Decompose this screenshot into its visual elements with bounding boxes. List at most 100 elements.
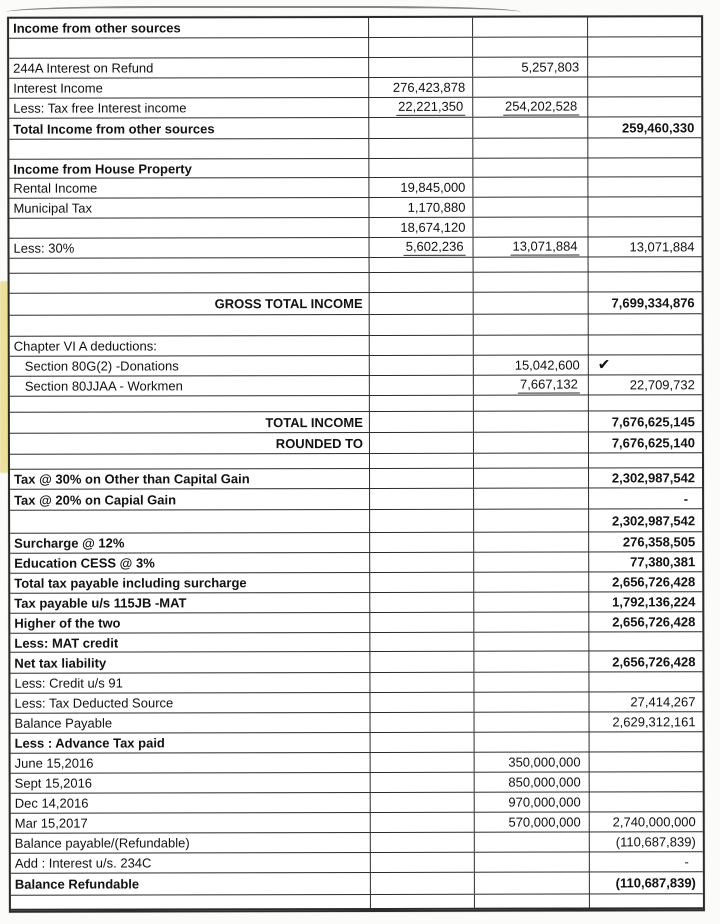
amount-cell — [368, 335, 473, 355]
amount-cell: 5,257,803 — [472, 57, 588, 77]
amount-cell — [368, 375, 473, 395]
amount-cell: 850,000,000 — [473, 772, 589, 792]
amount-cell — [587, 57, 702, 77]
amount-cell — [587, 395, 702, 411]
amount-value: 276,358,505 — [622, 534, 696, 550]
amount-cell: 276,358,505 — [588, 532, 703, 552]
table-row — [10, 894, 703, 911]
amount-cell: - — [588, 488, 703, 509]
amount-cell: 970,000,000 — [473, 792, 589, 812]
table-row: Less: Tax free Interest income 22,221,350… — [9, 97, 702, 119]
amount-cell — [369, 592, 474, 612]
row-label-cell: Less: Tax Deducted Source — [10, 693, 369, 713]
row-label: Tax payable u/s 115JB -MAT — [14, 595, 187, 611]
table-row — [9, 395, 702, 413]
row-label: Total tax payable including surcharge — [14, 575, 247, 591]
amount-cell: 254,202,528 — [472, 97, 588, 117]
amount-cell — [472, 177, 588, 197]
amount-cell: 7,667,132 — [472, 375, 588, 395]
amount-value: 5,257,803 — [521, 59, 580, 75]
amount-cell — [587, 158, 702, 177]
amount-value: 5,602,236 — [403, 238, 466, 256]
amount-value: (110,687,839) — [615, 834, 696, 850]
table-row — [9, 453, 703, 470]
amount-cell — [588, 732, 703, 752]
table-row: Chapter VI A deductions: — [9, 335, 702, 357]
amount-cell: 22,709,732 — [587, 375, 702, 395]
amount-cell — [369, 552, 474, 572]
amount-cell — [587, 138, 702, 158]
amount-cell: 18,674,120 — [368, 217, 473, 237]
row-label: Sept 15,2016 — [14, 775, 93, 791]
row-label-cell: GROSS TOTAL INCOME — [10, 293, 369, 315]
table-row: Income from other sources — [9, 17, 702, 39]
amount-cell — [472, 395, 588, 411]
amount-cell — [587, 97, 702, 117]
amount-cell — [473, 872, 589, 894]
row-label: Total Income from other sources — [13, 120, 215, 137]
row-label-cell: Sept 15,2016 — [11, 773, 370, 793]
amount-cell — [587, 453, 703, 468]
amount-value: 970,000,000 — [508, 794, 581, 810]
amount-cell — [368, 138, 473, 158]
table-row: Sept 15,2016 850,000,000 — [10, 772, 703, 794]
amount-cell — [369, 872, 474, 894]
amount-cell — [473, 488, 589, 509]
table-row: Higher of the two 2,656,726,428 — [10, 612, 703, 634]
row-label: GROSS TOTAL INCOME — [214, 295, 363, 312]
amount-cell: 13,071,884 — [587, 237, 702, 257]
amount-cell — [473, 712, 589, 732]
amount-value: 19,845,000 — [400, 179, 466, 195]
row-label-cell — [9, 139, 368, 159]
row-label: Education CESS @ 3% — [14, 555, 155, 571]
row-label-cell — [10, 258, 369, 273]
amount-cell — [368, 395, 473, 411]
row-label-cell — [9, 218, 368, 238]
amount-cell — [472, 77, 588, 97]
row-label-cell: Municipal Tax — [9, 198, 368, 218]
amount-cell — [369, 651, 474, 672]
amount-cell — [588, 752, 703, 772]
table-row: Balance Refundable (110,687,839) — [10, 872, 703, 896]
amount-value: 259,460,330 — [621, 119, 695, 135]
row-label: Less: Tax free Interest income — [13, 100, 187, 116]
amount-value: 2,656,726,428 — [612, 574, 696, 590]
row-label-cell: Less : Advance Tax paid — [11, 733, 370, 753]
amount-value: 1,170,880 — [407, 199, 466, 215]
amount-value: 570,000,000 — [508, 814, 581, 830]
amount-cell — [473, 672, 589, 692]
amount-cell — [368, 257, 473, 272]
amount-cell: 2,656,726,428 — [588, 572, 703, 592]
row-label-cell: Total Income from other sources — [9, 118, 368, 139]
row-label-cell: Surcharge @ 12% — [10, 533, 369, 553]
table-row: Less: Credit u/s 91 — [10, 672, 703, 694]
table-row: Dec 14,2016 970,000,000 — [10, 792, 703, 814]
row-label-cell — [9, 38, 368, 58]
amount-cell: 5,602,236 — [368, 237, 473, 257]
amount-cell — [368, 158, 473, 177]
table-row: Surcharge @ 12% 276,358,505 — [10, 532, 703, 554]
row-label: Less: 30% — [13, 240, 75, 256]
amount-cell: 19,845,000 — [368, 177, 473, 197]
table-row: June 15,2016 350,000,000 — [10, 752, 703, 774]
amount-cell: 77,380,381 — [588, 552, 703, 572]
row-label: TOTAL INCOME — [265, 414, 363, 430]
amount-cell — [472, 453, 589, 468]
amount-cell — [369, 894, 474, 908]
amount-cell: 7,676,625,140 — [587, 432, 702, 453]
amount-cell — [472, 335, 588, 355]
amount-cell — [369, 612, 474, 632]
amount-cell: 1,792,136,224 — [588, 592, 703, 612]
row-label: June 15,2016 — [14, 755, 94, 771]
table-row: Mar 15,2017 570,000,000 2,740,000,000 — [10, 812, 703, 834]
amount-cell: 2,740,000,000 — [588, 812, 703, 832]
amount-cell — [472, 17, 588, 37]
table-row — [9, 37, 702, 59]
amount-value: 15,042,600 — [514, 357, 580, 373]
amount-cell — [368, 37, 473, 57]
row-label: 244A Interest on Refund — [13, 60, 154, 76]
row-label-cell: Section 80G(2) -Donations — [10, 356, 369, 376]
row-label-cell: ROUNDED TO — [10, 433, 369, 454]
amount-value: 350,000,000 — [508, 754, 581, 770]
row-label-cell: Dec 14,2016 — [11, 793, 370, 813]
